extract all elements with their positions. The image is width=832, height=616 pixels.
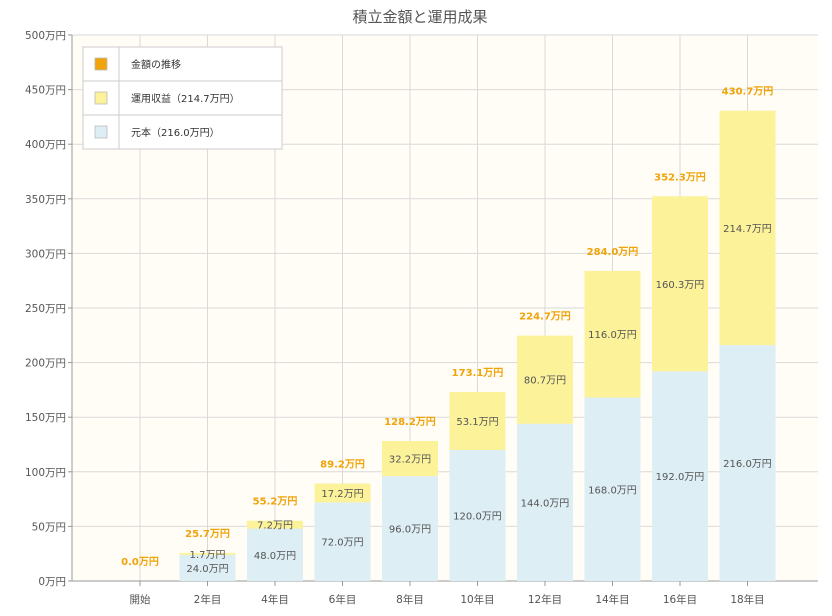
bar-return — [314, 483, 371, 503]
total-value-label: 128.2万円 — [384, 416, 436, 428]
total-value-label: 25.7万円 — [185, 528, 230, 540]
bar-return — [382, 441, 438, 477]
bar-principal — [584, 397, 641, 581]
y-tick-label: 500万円 — [25, 30, 66, 42]
y-tick-label: 400万円 — [25, 139, 66, 151]
bar-return — [449, 391, 506, 450]
x-tick-label: 8年目 — [396, 593, 424, 606]
total-value-label: 352.3万円 — [654, 171, 706, 183]
x-tick-label: 18年目 — [730, 593, 764, 606]
legend-label: 金額の推移 — [131, 58, 181, 71]
bar-principal — [382, 476, 438, 581]
legend-label: 運用収益（214.7万円） — [131, 92, 240, 105]
chart-title: 積立金額と運用成果 — [352, 8, 487, 26]
y-tick-label: 50万円 — [32, 521, 66, 533]
legend-swatch — [94, 57, 108, 71]
principal-value-label: 168.0万円 — [588, 485, 637, 496]
y-tick-label: 350万円 — [25, 194, 66, 206]
return-value-label: 7.2万円 — [257, 521, 293, 532]
x-tick-label: 開始 — [130, 593, 151, 606]
return-value-label: 17.2万円 — [321, 489, 363, 500]
principal-value-label: 24.0万円 — [186, 564, 228, 575]
y-tick-label: 150万円 — [25, 412, 66, 424]
bar-return — [179, 552, 236, 555]
bar-return — [517, 335, 573, 424]
return-value-label: 1.7万円 — [190, 550, 226, 561]
principal-value-label: 96.0万円 — [389, 525, 431, 536]
principal-value-label: 192.0万円 — [656, 472, 705, 483]
bar-return — [652, 196, 708, 372]
axes: 0万円 50万円 100万円 150万円 200万円 250万円 300万円 350万円 400… — [25, 30, 818, 606]
return-value-label: 80.7万円 — [524, 376, 566, 387]
y-tick-label: 450万円 — [25, 85, 66, 97]
y-tick-label: 0万円 — [38, 576, 66, 588]
return-value-label: 32.2万円 — [389, 455, 431, 466]
bar-principal — [517, 423, 573, 581]
principal-value-label: 144.0万円 — [521, 498, 570, 509]
total-value-label: 430.7万円 — [722, 86, 774, 98]
total-value-label: 173.1万円 — [452, 367, 504, 379]
principal-value-label: 216.0万円 — [723, 459, 772, 470]
x-tick-label: 6年目 — [329, 593, 357, 606]
bar-principal — [449, 449, 506, 581]
bar-return — [719, 110, 776, 346]
return-value-label: 116.0万円 — [588, 330, 637, 341]
x-tick-label: 4年目 — [261, 593, 289, 606]
bar-principal — [247, 528, 303, 581]
principal-value-label: 48.0万円 — [254, 551, 296, 562]
legend-swatch — [94, 91, 108, 105]
x-tick-label: 2年目 — [194, 593, 222, 606]
principal-value-label: 120.0万円 — [453, 511, 502, 522]
x-tick-label: 14年目 — [595, 593, 629, 606]
y-tick-label: 200万円 — [25, 358, 66, 370]
bar-principal — [652, 371, 708, 581]
return-value-label: 160.3万円 — [656, 280, 705, 291]
bars — [179, 110, 776, 581]
total-value-label: 89.2万円 — [320, 459, 365, 471]
y-tick-label: 250万円 — [25, 303, 66, 315]
return-value-label: 53.1万円 — [456, 417, 498, 428]
bar-return — [584, 270, 641, 398]
legend-swatch — [94, 125, 108, 139]
bar-principal — [719, 345, 776, 581]
total-value-label: 284.0万円 — [587, 246, 639, 258]
total-value-label: 224.7万円 — [519, 311, 571, 323]
bar-principal — [179, 554, 236, 581]
x-tick-label: 16年目 — [663, 593, 697, 606]
bar-return — [247, 520, 303, 529]
x-tick-label: 10年目 — [460, 593, 494, 606]
principal-value-label: 72.0万円 — [321, 538, 363, 549]
return-value-label: 214.7万円 — [723, 224, 772, 235]
total-value-label: 0.0万円 — [121, 556, 159, 568]
bar-principal — [314, 502, 371, 581]
legend-box — [82, 46, 283, 150]
total-value-label: 55.2万円 — [253, 496, 298, 508]
y-tick-label: 100万円 — [25, 467, 66, 479]
x-tick-label: 12年目 — [528, 593, 562, 606]
y-tick-label: 300万円 — [25, 248, 66, 260]
legend-label: 元本（216.0万円） — [131, 126, 220, 139]
data-labels: 0.0万円 24.0万円 1.7万円 25.7万円 48.0万円 7.2万円 55.2万円 7… — [121, 86, 773, 575]
